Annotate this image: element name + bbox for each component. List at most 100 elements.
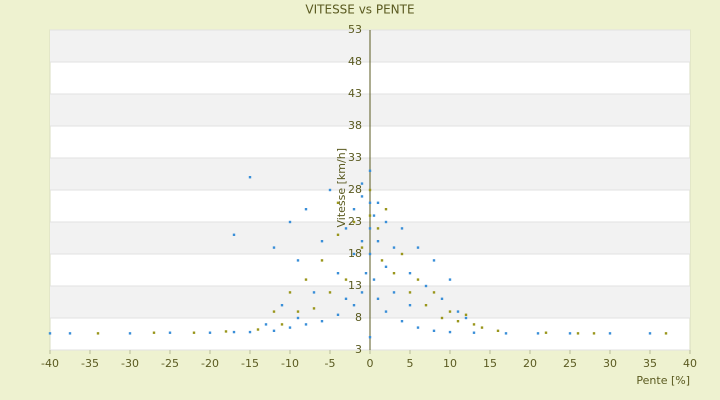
point xyxy=(416,278,420,281)
point xyxy=(360,240,364,243)
x-tick-label: -15 xyxy=(241,357,259,370)
x-tick-label: -30 xyxy=(121,357,139,370)
point xyxy=(440,297,444,300)
point xyxy=(372,278,376,281)
point xyxy=(400,320,404,323)
point xyxy=(360,246,364,249)
point xyxy=(280,323,284,326)
x-tick-label: -20 xyxy=(201,357,219,370)
point xyxy=(336,201,340,204)
point xyxy=(368,201,372,204)
point xyxy=(320,259,324,262)
point xyxy=(368,227,372,230)
point xyxy=(352,304,356,307)
point xyxy=(448,310,452,313)
point xyxy=(360,195,364,198)
y-tick-label: 33 xyxy=(348,151,362,164)
point xyxy=(288,220,292,224)
point xyxy=(568,332,572,335)
point xyxy=(232,233,236,236)
x-tick-label: 30 xyxy=(603,357,617,370)
point xyxy=(608,332,612,335)
x-tick-label: 15 xyxy=(483,357,497,370)
point xyxy=(368,336,372,339)
x-tick-label: -35 xyxy=(81,357,99,370)
point xyxy=(384,265,388,268)
point xyxy=(480,326,484,329)
point xyxy=(368,214,372,217)
x-tick-label: -40 xyxy=(41,357,59,370)
point xyxy=(408,291,412,294)
point xyxy=(168,331,172,334)
point xyxy=(576,332,580,335)
point xyxy=(392,291,396,294)
x-tick-label: 0 xyxy=(367,357,374,370)
point xyxy=(304,278,308,281)
point xyxy=(400,227,404,230)
point xyxy=(208,331,212,334)
point xyxy=(592,332,596,335)
point xyxy=(344,278,348,281)
chart-title: VITESSE vs PENTE xyxy=(305,3,414,17)
point xyxy=(304,323,308,326)
point xyxy=(96,332,100,335)
point xyxy=(544,331,548,334)
y-tick-label: 3 xyxy=(355,343,362,356)
point xyxy=(128,332,132,335)
point xyxy=(288,326,292,329)
y-tick-label: 8 xyxy=(355,311,362,324)
point xyxy=(416,326,420,329)
x-tick-label: -25 xyxy=(161,357,179,370)
point xyxy=(456,320,460,323)
point xyxy=(424,304,428,307)
point xyxy=(400,252,404,256)
x-tick-label: -10 xyxy=(281,357,299,370)
y-tick-label: 43 xyxy=(348,87,362,100)
point xyxy=(384,220,388,224)
point xyxy=(224,330,228,333)
point xyxy=(464,316,468,320)
point xyxy=(416,246,420,249)
point xyxy=(380,259,384,262)
x-tick-label: 40 xyxy=(683,357,697,370)
point xyxy=(328,188,332,192)
point xyxy=(448,330,452,334)
point xyxy=(536,332,540,335)
y-axis-label: Vitesse [km/h] xyxy=(335,148,348,228)
point xyxy=(648,332,652,335)
point xyxy=(376,227,380,230)
point xyxy=(232,330,236,334)
point xyxy=(288,291,292,294)
point xyxy=(336,313,340,316)
point xyxy=(280,304,284,307)
x-axis-label: Pente [%] xyxy=(636,374,690,387)
x-tick-label: 35 xyxy=(643,357,657,370)
point xyxy=(352,208,356,211)
point xyxy=(304,208,308,211)
point xyxy=(272,246,276,249)
point xyxy=(368,169,372,172)
point xyxy=(48,332,52,335)
point xyxy=(352,220,356,224)
point xyxy=(392,272,396,275)
point xyxy=(472,323,476,326)
x-tick-label: 25 xyxy=(563,357,577,370)
point xyxy=(368,252,372,256)
x-tick-label: 10 xyxy=(443,357,457,370)
point xyxy=(272,329,276,332)
point xyxy=(296,259,300,262)
point xyxy=(336,233,340,236)
point xyxy=(68,332,72,335)
point xyxy=(376,240,380,243)
point xyxy=(312,291,316,294)
y-tick-label: 28 xyxy=(348,183,362,196)
point xyxy=(320,240,324,243)
point xyxy=(364,272,368,275)
point xyxy=(296,310,300,313)
point xyxy=(504,332,508,335)
point xyxy=(328,291,332,294)
point xyxy=(336,272,340,275)
point xyxy=(312,307,316,310)
point xyxy=(432,291,436,294)
